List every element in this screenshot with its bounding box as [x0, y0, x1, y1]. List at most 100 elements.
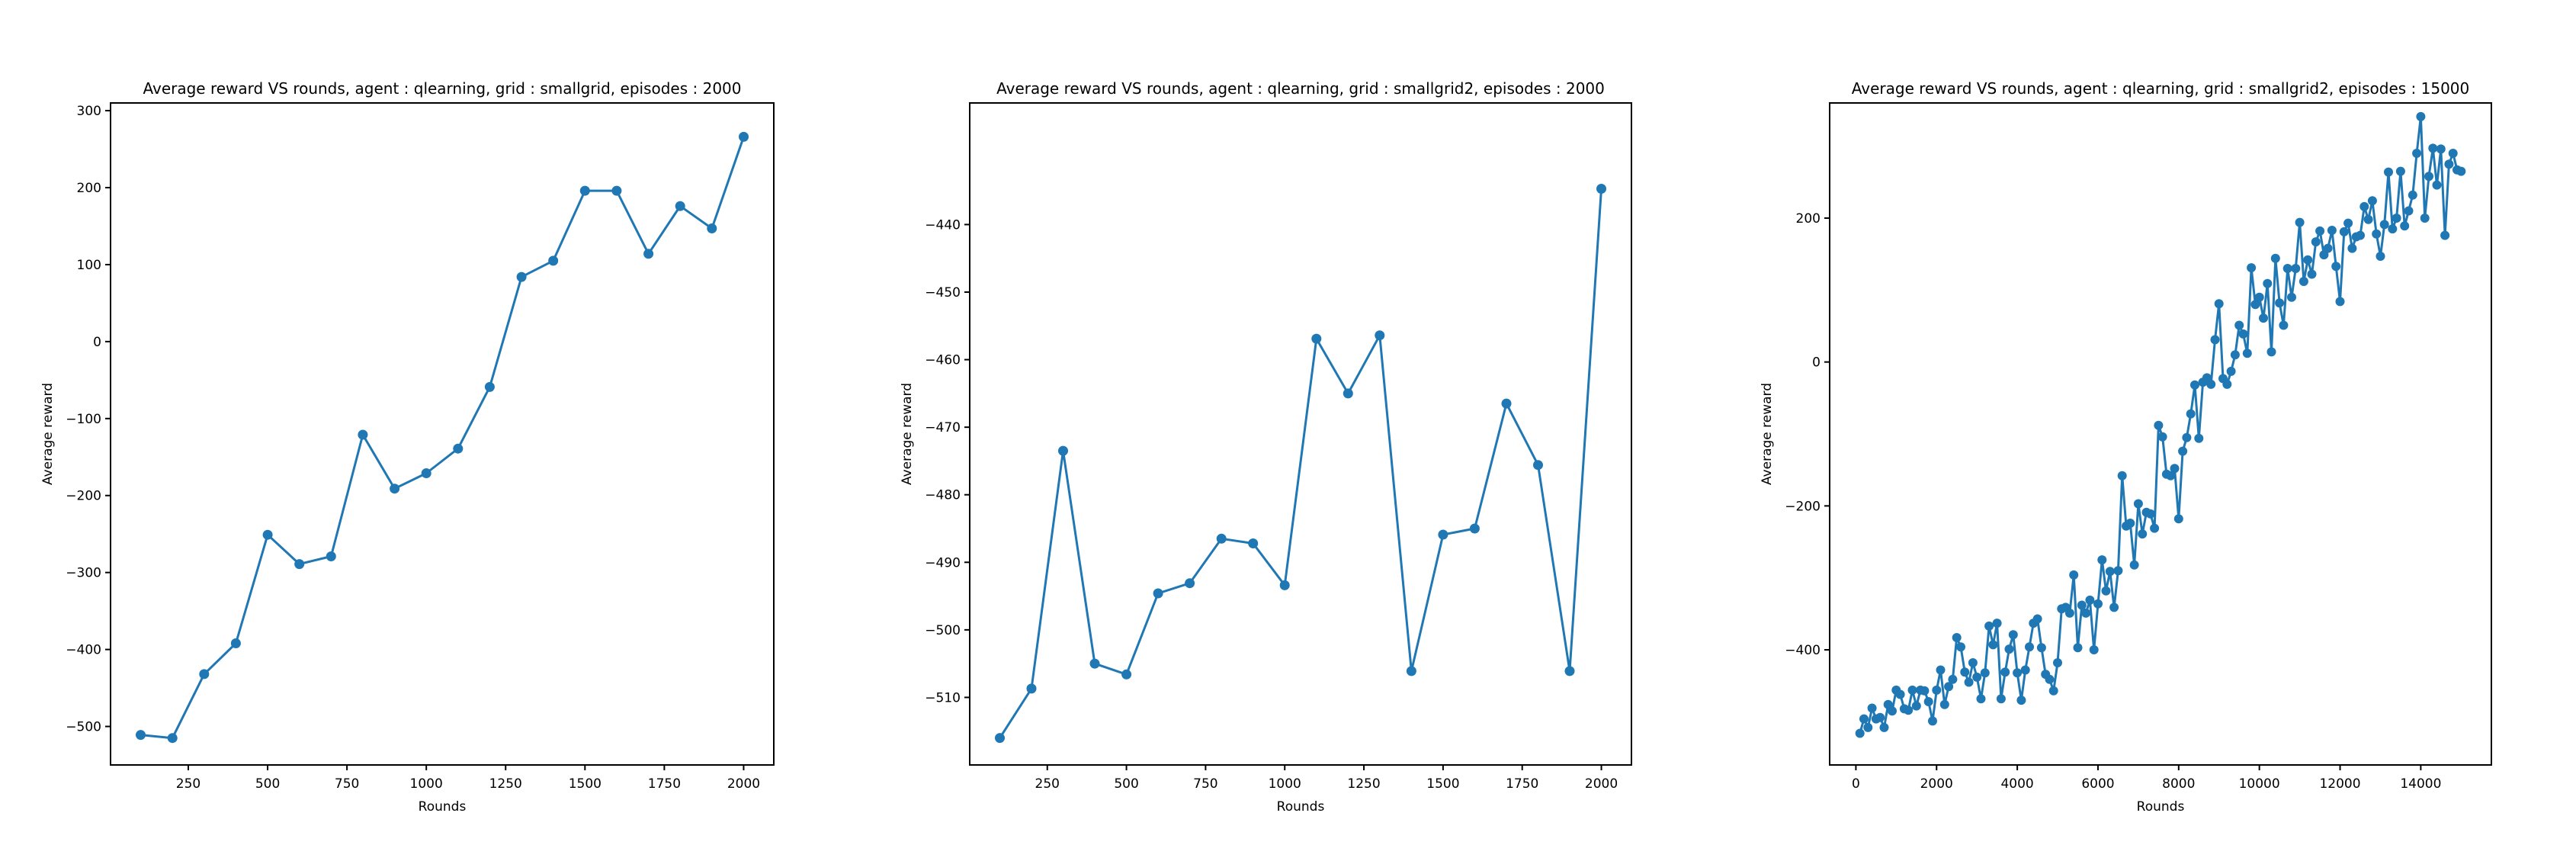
- data-point: [2339, 227, 2349, 236]
- data-point: [2077, 600, 2087, 610]
- data-point: [2182, 432, 2192, 442]
- data-point: [2392, 214, 2401, 223]
- data-point: [167, 733, 178, 744]
- y-axis-label: Average reward: [40, 383, 56, 485]
- y-axis-ticks: −500 −400 −300 −200 −100 0 100 200 300: [66, 104, 111, 735]
- data-point: [1888, 706, 1897, 716]
- x-axis-ticks: 0 2000 4000 6000 8000 10000 12000 14000: [1852, 765, 2441, 792]
- y-tick-label: −500: [66, 720, 101, 735]
- y-axis-ticks: −400 −200 0 200: [1785, 211, 1830, 658]
- data-point: [2379, 220, 2389, 230]
- data-point: [136, 730, 146, 741]
- data-point: [1248, 538, 1259, 548]
- data-point: [421, 468, 431, 478]
- series-line: [140, 136, 745, 740]
- data-point: [2089, 645, 2099, 654]
- plot-area-frame: [110, 102, 775, 766]
- data-point: [2073, 643, 2083, 653]
- data-point: [707, 223, 717, 233]
- y-tick-label: −440: [925, 217, 961, 233]
- data-point: [1185, 578, 1195, 589]
- data-point: [2230, 350, 2240, 360]
- y-tick-label: −490: [925, 555, 961, 570]
- data-point: [2266, 347, 2276, 357]
- data-point: [2420, 214, 2430, 223]
- y-axis-label: Average reward: [1760, 383, 1775, 485]
- y-tick-label: −470: [925, 420, 961, 435]
- x-tick-label: 2000: [1920, 776, 1953, 792]
- data-point: [1501, 398, 1512, 409]
- data-point: [2053, 658, 2062, 667]
- data-point: [2388, 224, 2398, 234]
- data-point: [2138, 529, 2148, 539]
- y-tick-label: −200: [66, 489, 101, 504]
- data-point: [1972, 672, 1982, 682]
- data-point: [1952, 633, 1962, 642]
- series-line: [999, 188, 1602, 739]
- data-point: [2004, 644, 2014, 654]
- series-markers: [136, 131, 749, 744]
- data-point: [1089, 658, 1100, 669]
- data-point: [2363, 214, 2373, 224]
- data-point: [2412, 149, 2422, 158]
- data-point: [2048, 686, 2058, 696]
- data-point: [1996, 694, 2006, 704]
- data-point: [675, 201, 685, 211]
- y-tick-label: −510: [925, 690, 961, 705]
- data-point: [2101, 586, 2111, 596]
- y-tick-label: 100: [77, 258, 101, 273]
- series-markers: [995, 184, 1606, 744]
- data-point: [2432, 180, 2442, 190]
- data-point: [1879, 722, 1889, 732]
- data-point: [1988, 640, 1998, 650]
- x-tick-label: 0: [1852, 776, 1860, 792]
- data-point: [2247, 263, 2257, 273]
- data-point: [2270, 253, 2280, 263]
- x-tick-label: 500: [255, 776, 280, 792]
- chart-panel-2: Average reward VS rounds, agent : qlearn…: [900, 79, 1632, 815]
- data-point: [1375, 330, 1385, 341]
- data-point: [579, 185, 590, 196]
- data-point: [1939, 699, 1949, 709]
- data-point: [2254, 292, 2264, 302]
- data-point: [2291, 264, 2301, 273]
- data-point: [2335, 297, 2345, 307]
- data-point: [1863, 722, 1873, 732]
- data-point: [1895, 689, 1905, 699]
- data-point: [2210, 335, 2220, 345]
- chart-title: Average reward VS rounds, agent : qlearn…: [143, 79, 741, 98]
- y-tick-label: 300: [77, 104, 101, 119]
- data-point: [1980, 668, 1990, 678]
- plot-area-frame: [969, 102, 1632, 766]
- x-axis-ticks: 250 500 750 1000 1250 1500 1750 2000: [1035, 765, 1618, 792]
- data-point: [2372, 229, 2382, 239]
- y-axis-ticks: −510 −500 −490 −480 −470 −460 −450 −440: [925, 217, 970, 705]
- x-tick-label: 250: [176, 776, 200, 792]
- x-tick-label: 1500: [1426, 776, 1459, 792]
- x-axis-ticks: 250 500 750 1000 1250 1500 1750 2000: [176, 765, 760, 792]
- data-point: [2282, 264, 2292, 273]
- data-point: [1976, 694, 1986, 704]
- y-tick-label: −100: [66, 412, 101, 427]
- data-point: [2367, 196, 2377, 206]
- data-point: [2331, 262, 2341, 272]
- x-tick-label: 750: [335, 776, 359, 792]
- y-tick-label: −200: [1785, 499, 1821, 514]
- data-point: [2105, 567, 2115, 577]
- data-point: [2234, 320, 2244, 330]
- data-point: [2416, 111, 2426, 121]
- chart-title: Average reward VS rounds, agent : qlearn…: [1852, 79, 2470, 98]
- data-point: [2456, 166, 2466, 176]
- data-point: [2154, 420, 2164, 430]
- y-tick-label: 200: [1796, 211, 1821, 227]
- data-point: [1875, 712, 1885, 722]
- data-point: [2150, 523, 2160, 533]
- data-point: [2376, 252, 2385, 261]
- data-point: [1984, 621, 1994, 631]
- data-point: [2085, 595, 2095, 605]
- y-tick-label: −480: [925, 488, 961, 503]
- data-point: [2157, 432, 2167, 442]
- chart-panel-1: Average reward VS rounds, agent : qlearn…: [40, 79, 775, 815]
- data-point: [1964, 677, 1974, 687]
- data-point: [516, 272, 527, 282]
